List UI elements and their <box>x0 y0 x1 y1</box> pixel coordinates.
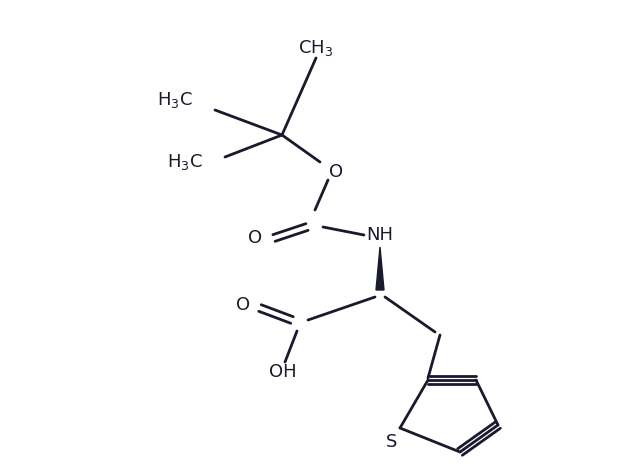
Text: OH: OH <box>269 363 297 381</box>
Text: O: O <box>329 163 343 181</box>
Text: NH: NH <box>367 226 394 244</box>
Polygon shape <box>376 247 384 290</box>
Text: CH$_3$: CH$_3$ <box>298 38 333 58</box>
Text: O: O <box>236 296 250 314</box>
Text: S: S <box>387 433 397 451</box>
Text: H$_3$C: H$_3$C <box>167 152 203 172</box>
Text: O: O <box>248 229 262 247</box>
Text: H$_3$C: H$_3$C <box>157 90 193 110</box>
